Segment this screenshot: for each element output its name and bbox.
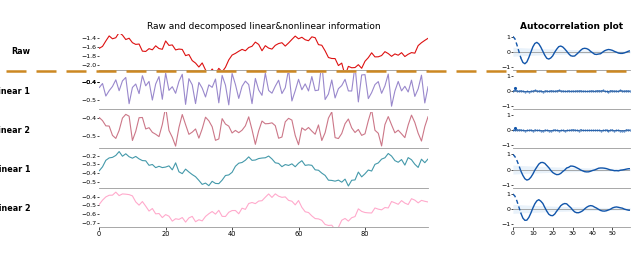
Text: Raw: Raw	[11, 47, 30, 56]
Title: Autocorrelation plot: Autocorrelation plot	[520, 22, 623, 31]
Text: Nonlinear 1: Nonlinear 1	[0, 165, 30, 174]
Title: Raw and decomposed linear&nonlinear information: Raw and decomposed linear&nonlinear info…	[147, 22, 380, 31]
Text: Linear 1: Linear 1	[0, 86, 30, 95]
Text: Linear 2: Linear 2	[0, 126, 30, 135]
Text: Nonlinear 2: Nonlinear 2	[0, 204, 30, 213]
